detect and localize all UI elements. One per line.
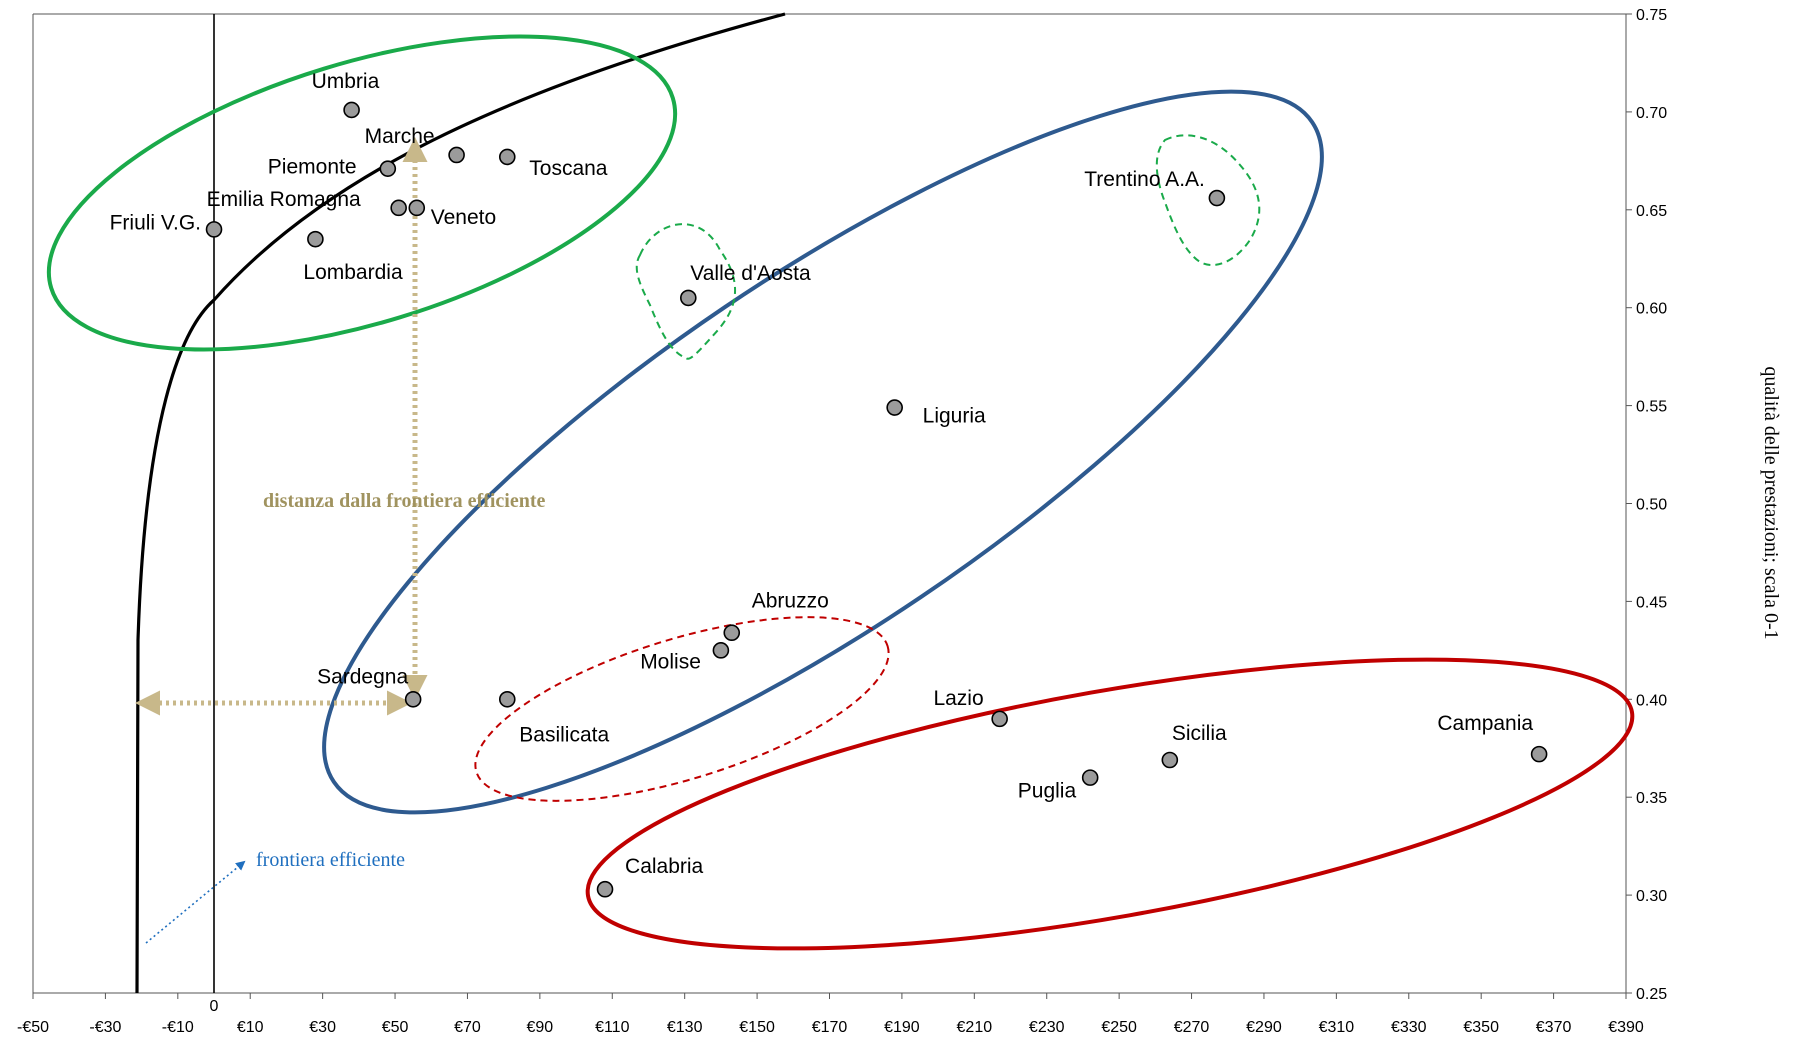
x-tick-label: €370	[1536, 1019, 1572, 1036]
data-point	[498, 148, 516, 166]
x-tick-label: -€30	[89, 1019, 121, 1036]
point-label: Lombardia	[303, 261, 403, 284]
point-label: Puglia	[1018, 780, 1077, 803]
data-point	[886, 399, 903, 416]
data-point	[1081, 769, 1099, 786]
x-tick-label: -€50	[17, 1019, 49, 1036]
data-point	[723, 624, 741, 642]
data-point	[205, 221, 223, 238]
data-point	[448, 146, 465, 164]
y-tick-label: 0.25	[1636, 986, 1667, 1003]
distance-annotation: distanza dalla frontiera efficiente	[263, 490, 545, 512]
x-tick-label: €90	[527, 1019, 554, 1036]
red-dashed-ellipse	[474, 616, 890, 802]
y-tick-label: 0.75	[1636, 7, 1667, 24]
y-tick-label: 0.65	[1636, 203, 1667, 220]
x-tick-label: €170	[812, 1019, 848, 1036]
data-point	[408, 199, 426, 217]
data-point	[343, 101, 360, 119]
y-tick-label: 0.55	[1636, 399, 1667, 416]
efficient-frontier-curve	[135, 12, 786, 994]
data-point	[712, 642, 730, 659]
y-ticks: 0.25 0.30 0.35 0.40 0.45 0.50 0.55 0.60 0.65 0.70…	[1626, 7, 1667, 1003]
y-tick-label: 0.35	[1636, 790, 1667, 807]
x-tick-label: €110	[595, 1019, 630, 1036]
x-tick-label: €210	[957, 1019, 993, 1036]
x-tick-label: €50	[382, 1019, 409, 1036]
data-point	[1208, 189, 1226, 207]
data-point	[307, 230, 324, 248]
y-tick-label: 0.45	[1636, 594, 1667, 611]
x-zero-label: 0	[210, 998, 219, 1015]
y-tick-label: 0.40	[1636, 692, 1667, 709]
green-dashed-region-trentino	[1155, 134, 1261, 266]
frontier-pointer-arrow	[145, 860, 246, 944]
point-label: Abruzzo	[752, 590, 829, 613]
data-point	[1530, 745, 1548, 763]
x-tick-label: €230	[1029, 1019, 1065, 1036]
x-tick-label: €250	[1101, 1019, 1137, 1036]
data-point	[404, 690, 422, 708]
y-tick-label: 0.50	[1636, 497, 1667, 514]
data-points	[205, 101, 1548, 898]
x-tick-label: €310	[1319, 1019, 1355, 1036]
x-tick-label: -€10	[162, 1019, 194, 1036]
y-tick-label: 0.60	[1636, 301, 1667, 318]
x-tick-label: €10	[237, 1019, 264, 1036]
point-label: Marche	[365, 125, 435, 148]
point-label: Piemonte	[268, 156, 357, 179]
point-label: Sardegna	[317, 665, 408, 688]
x-tick-label: €150	[739, 1019, 775, 1036]
point-label: Umbria	[312, 70, 380, 93]
y-tick-label: 0.70	[1636, 105, 1667, 122]
frontier-annotation: frontiera efficiente	[256, 849, 405, 871]
x-tick-label: €330	[1391, 1019, 1427, 1036]
x-tick-label: €390	[1608, 1019, 1644, 1036]
x-tick-label: €190	[884, 1019, 920, 1036]
data-point	[680, 289, 697, 307]
point-label: Toscana	[529, 157, 608, 180]
blue-cluster-ellipse	[322, 89, 1324, 815]
data-point	[596, 880, 614, 898]
point-label: Calabria	[625, 855, 704, 878]
point-label: Lazio	[933, 687, 983, 710]
green-dashed-region-aosta	[635, 223, 736, 360]
data-point	[991, 710, 1008, 728]
point-labels: Friuli V.G. Umbria Marche Toscana Piemonte Em…	[110, 70, 1534, 878]
y-axis-title: qualità delle prestazioni; scala 0-1	[1760, 366, 1782, 639]
x-tick-label: €30	[309, 1019, 336, 1036]
data-point	[498, 690, 516, 708]
x-tick-label: €70	[454, 1019, 481, 1036]
x-tick-label: €350	[1463, 1019, 1499, 1036]
data-point	[1161, 751, 1179, 769]
point-label: Veneto	[431, 206, 496, 229]
x-ticks: -€50 -€30 -€10 €10 €30 €50 €70 €90 €110 €130 €150 €…	[17, 993, 1644, 1036]
data-point	[379, 160, 397, 177]
point-label: Campania	[1437, 712, 1533, 735]
point-label: Friuli V.G.	[110, 211, 201, 234]
green-cluster-ellipse	[46, 34, 678, 352]
data-point	[390, 199, 407, 217]
point-label: Emilia Romagna	[207, 188, 361, 211]
y-tick-label: 0.30	[1636, 888, 1667, 905]
red-cluster-ellipse	[585, 657, 1635, 951]
x-tick-label: €270	[1174, 1019, 1210, 1036]
x-tick-label: €290	[1246, 1019, 1282, 1036]
point-label: Liguria	[923, 405, 986, 428]
point-label: Basilicata	[519, 723, 609, 746]
x-tick-label: €130	[667, 1019, 703, 1036]
point-label: Valle d'Aosta	[690, 262, 811, 285]
point-label: Sicilia	[1172, 722, 1227, 745]
point-label: Molise	[640, 650, 701, 673]
point-label: Trentino A.A.	[1084, 168, 1205, 191]
